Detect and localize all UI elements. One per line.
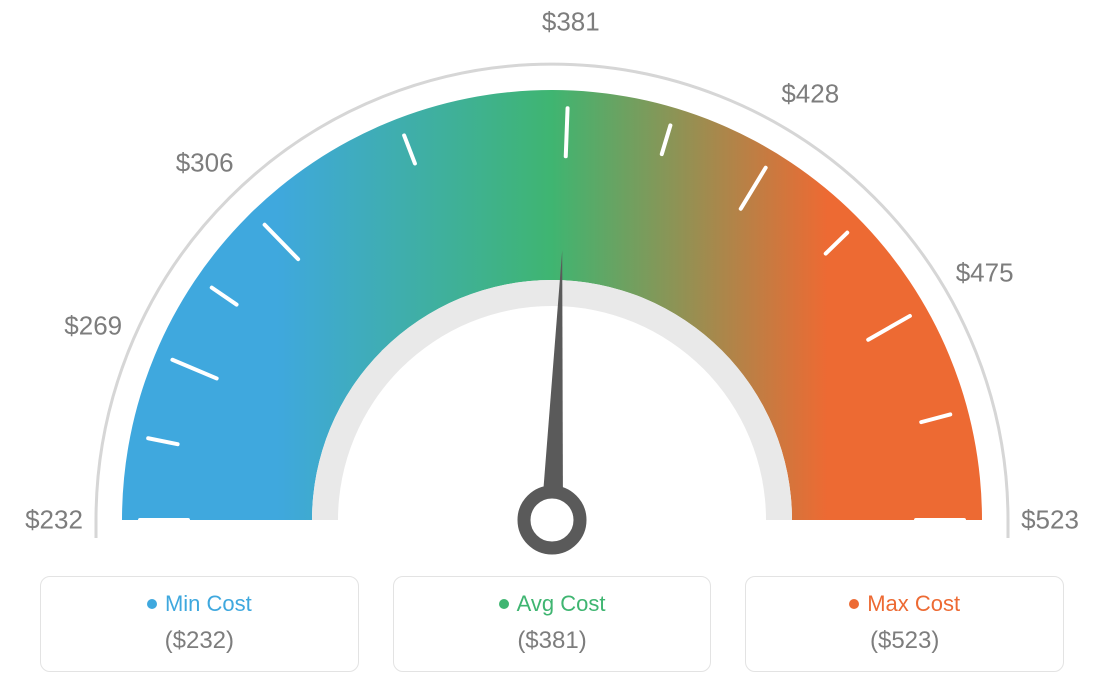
legend-card-max: Max Cost ($523) xyxy=(745,576,1064,672)
gauge-tick-label: $381 xyxy=(542,7,600,38)
legend-value-min: ($232) xyxy=(51,627,348,655)
gauge-tick-label: $523 xyxy=(1021,505,1079,536)
legend-dot-min xyxy=(147,599,157,609)
gauge-tick-label: $428 xyxy=(781,79,839,110)
gauge-chart: $232 $269 $306 $381 $428 $475 $523 xyxy=(0,0,1104,560)
legend-row: Min Cost ($232) Avg Cost ($381) Max Cost… xyxy=(0,576,1104,672)
gauge-tick-label: $475 xyxy=(956,258,1014,289)
legend-card-avg: Avg Cost ($381) xyxy=(393,576,712,672)
gauge-tick-label: $232 xyxy=(25,505,83,536)
legend-label-avg: Avg Cost xyxy=(517,591,606,617)
legend-title-min: Min Cost xyxy=(51,591,348,617)
gauge-tick-label: $306 xyxy=(176,148,234,179)
legend-value-max: ($523) xyxy=(756,627,1053,655)
legend-title-avg: Avg Cost xyxy=(404,591,701,617)
legend-card-min: Min Cost ($232) xyxy=(40,576,359,672)
gauge-tick-label: $269 xyxy=(64,311,122,342)
legend-dot-max xyxy=(849,599,859,609)
legend-label-max: Max Cost xyxy=(867,591,960,617)
legend-dot-avg xyxy=(499,599,509,609)
legend-title-max: Max Cost xyxy=(756,591,1053,617)
legend-value-avg: ($381) xyxy=(404,627,701,655)
gauge-svg xyxy=(0,0,1104,560)
legend-label-min: Min Cost xyxy=(165,591,252,617)
